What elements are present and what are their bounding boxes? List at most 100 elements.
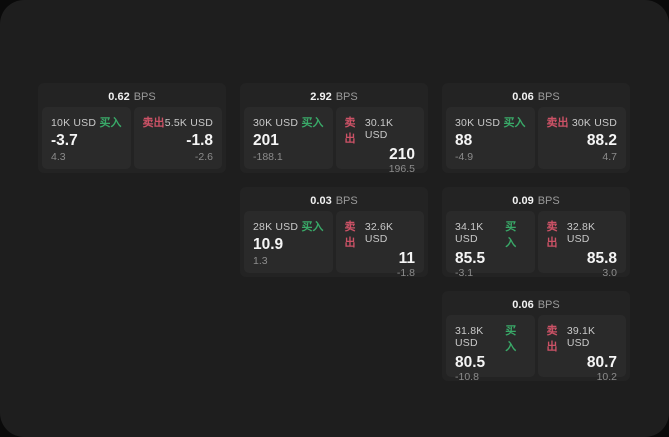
sell-panel[interactable]: 卖出 32.8K USD 85.8 3.0 bbox=[537, 211, 626, 279]
buy-price: 88 bbox=[455, 131, 473, 149]
bid-ask-panels: 31.8K USD 买入 80.5 -10.8 卖出 39.1K USD 80.… bbox=[446, 315, 626, 383]
buy-side-label: 买入 bbox=[301, 221, 324, 233]
bps-value: 0.62 bbox=[108, 91, 130, 103]
sell-price: 80.7 bbox=[586, 354, 617, 371]
bps-value: 0.03 bbox=[310, 195, 332, 207]
bps-value: 2.92 bbox=[310, 91, 332, 103]
bps-unit: BPS bbox=[537, 299, 560, 311]
sell-side-label: 卖出 bbox=[546, 117, 569, 129]
card-header: 0.03 BPS bbox=[244, 191, 424, 211]
buy-panel-top: 34.1K USD 买入 bbox=[455, 218, 526, 250]
buy-delta: 4.3 bbox=[51, 150, 66, 163]
buy-price: 10.9 bbox=[253, 235, 284, 253]
bid-ask-panels: 28K USD 买入 10.9 1.3 卖出 32.6K USD 11 -1.8 bbox=[244, 211, 424, 279]
card-header: 0.09 BPS bbox=[446, 191, 626, 211]
buy-price: -3.7 bbox=[51, 131, 78, 149]
bps-unit: BPS bbox=[133, 91, 156, 103]
buy-panel-top: 30K USD 买入 bbox=[253, 114, 324, 130]
buy-amount: 31.8K USD bbox=[455, 325, 484, 349]
sell-panel[interactable]: 卖出 32.6K USD 11 -1.8 bbox=[335, 211, 424, 279]
sell-panel-top: 卖出 39.1K USD bbox=[547, 322, 618, 354]
buy-delta: 1.3 bbox=[253, 254, 268, 267]
sell-side-label: 卖出 bbox=[142, 117, 165, 129]
quote-card[interactable]: 0.06 BPS 31.8K USD 买入 80.5 -10.8 卖出 39.1K… bbox=[442, 291, 630, 383]
bps-value: 0.09 bbox=[512, 195, 534, 207]
buy-panel-top: 10K USD 买入 bbox=[51, 114, 122, 130]
bid-ask-panels: 30K USD 买入 88 -4.9 卖出 30K USD 88.2 4.7 bbox=[446, 107, 626, 169]
sell-panel[interactable]: 卖出 30K USD 88.2 4.7 bbox=[537, 107, 626, 169]
buy-panel[interactable]: 28K USD 买入 10.9 1.3 bbox=[244, 211, 333, 273]
buy-delta: -3.1 bbox=[455, 267, 474, 280]
buy-side-label: 买入 bbox=[503, 117, 526, 129]
sell-price: 210 bbox=[389, 146, 415, 163]
bid-ask-panels: 30K USD 买入 201 -188.1 卖出 30.1K USD 210 1… bbox=[244, 107, 424, 175]
buy-amount: 30K USD bbox=[253, 117, 299, 129]
bps-value: 0.06 bbox=[512, 91, 534, 103]
sell-price: 88.2 bbox=[586, 131, 617, 149]
buy-panel[interactable]: 34.1K USD 买入 85.5 -3.1 bbox=[446, 211, 535, 279]
bps-unit: BPS bbox=[537, 91, 560, 103]
buy-panel[interactable]: 10K USD 买入 -3.7 4.3 bbox=[42, 107, 131, 169]
bid-ask-panels: 34.1K USD 买入 85.5 -3.1 卖出 32.8K USD 85.8… bbox=[446, 211, 626, 279]
sell-amount: 32.6K USD bbox=[364, 221, 394, 245]
bps-unit: BPS bbox=[335, 91, 358, 103]
sell-delta: 10.2 bbox=[596, 371, 617, 384]
buy-panel[interactable]: 30K USD 买入 88 -4.9 bbox=[446, 107, 535, 169]
quote-card[interactable]: 2.92 BPS 30K USD 买入 201 -188.1 卖出 30.1K U… bbox=[240, 83, 428, 175]
sell-amount: 30K USD bbox=[571, 117, 617, 129]
buy-side-label: 买入 bbox=[99, 117, 122, 129]
sell-amount: 32.8K USD bbox=[566, 221, 596, 245]
buy-delta: -4.9 bbox=[455, 150, 474, 163]
buy-panel-top: 30K USD 买入 bbox=[455, 114, 526, 130]
sell-panel-top: 卖出 32.8K USD bbox=[547, 218, 618, 250]
sell-panel-top: 卖出 30K USD bbox=[547, 114, 618, 130]
buy-panel[interactable]: 30K USD 买入 201 -188.1 bbox=[244, 107, 333, 169]
buy-side-label: 买入 bbox=[505, 325, 517, 353]
sell-price: 85.8 bbox=[586, 250, 617, 267]
sell-price: 11 bbox=[398, 250, 415, 267]
bps-unit: BPS bbox=[537, 195, 560, 207]
card-header: 0.62 BPS bbox=[42, 87, 222, 107]
buy-amount: 10K USD bbox=[51, 117, 97, 129]
sell-panel-top: 卖出 5.5K USD bbox=[143, 114, 214, 130]
bid-ask-panels: 10K USD 买入 -3.7 4.3 卖出 5.5K USD -1.8 -2.… bbox=[42, 107, 222, 169]
sell-side-label: 卖出 bbox=[546, 221, 558, 249]
sell-panel-top: 卖出 30.1K USD bbox=[345, 114, 416, 146]
sell-side-label: 卖出 bbox=[344, 221, 356, 249]
buy-price: 85.5 bbox=[455, 250, 486, 267]
buy-price: 80.5 bbox=[455, 354, 486, 371]
sell-delta: 196.5 bbox=[388, 163, 415, 176]
quote-card[interactable]: 0.09 BPS 34.1K USD 买入 85.5 -3.1 卖出 32.8K … bbox=[442, 187, 630, 279]
buy-amount: 28K USD bbox=[253, 221, 299, 233]
quote-card[interactable]: 0.03 BPS 28K USD 买入 10.9 1.3 卖出 32.6K USD… bbox=[240, 187, 428, 279]
sell-price: -1.8 bbox=[186, 131, 213, 149]
bps-unit: BPS bbox=[335, 195, 358, 207]
sell-panel[interactable]: 卖出 39.1K USD 80.7 10.2 bbox=[537, 315, 626, 383]
buy-amount: 34.1K USD bbox=[455, 221, 484, 245]
buy-price: 201 bbox=[253, 131, 279, 149]
sell-amount: 39.1K USD bbox=[566, 325, 596, 349]
sell-delta: -2.6 bbox=[194, 150, 213, 163]
buy-side-label: 买入 bbox=[301, 117, 324, 129]
sell-amount: 30.1K USD bbox=[364, 117, 394, 141]
sell-delta: 4.7 bbox=[602, 150, 617, 163]
card-header: 0.06 BPS bbox=[446, 87, 626, 107]
sell-delta: 3.0 bbox=[602, 267, 617, 280]
quote-card[interactable]: 0.06 BPS 30K USD 买入 88 -4.9 卖出 30K USD 88… bbox=[442, 83, 630, 173]
sell-amount: 5.5K USD bbox=[164, 117, 213, 129]
buy-panel-top: 28K USD 买入 bbox=[253, 218, 324, 234]
buy-side-label: 买入 bbox=[505, 221, 517, 249]
sell-side-label: 卖出 bbox=[344, 117, 356, 145]
sell-panel-top: 卖出 32.6K USD bbox=[345, 218, 416, 250]
buy-delta: -188.1 bbox=[253, 150, 283, 163]
buy-panel[interactable]: 31.8K USD 买入 80.5 -10.8 bbox=[446, 315, 535, 383]
card-header: 0.06 BPS bbox=[446, 295, 626, 315]
quote-card[interactable]: 0.62 BPS 10K USD 买入 -3.7 4.3 卖出 5.5K USD … bbox=[38, 83, 226, 173]
buy-delta: -10.8 bbox=[455, 371, 479, 384]
sell-panel[interactable]: 卖出 5.5K USD -1.8 -2.6 bbox=[133, 107, 222, 169]
bps-value: 0.06 bbox=[512, 299, 534, 311]
buy-amount: 30K USD bbox=[455, 117, 501, 129]
sell-side-label: 卖出 bbox=[546, 325, 558, 353]
sell-panel[interactable]: 卖出 30.1K USD 210 196.5 bbox=[335, 107, 424, 175]
